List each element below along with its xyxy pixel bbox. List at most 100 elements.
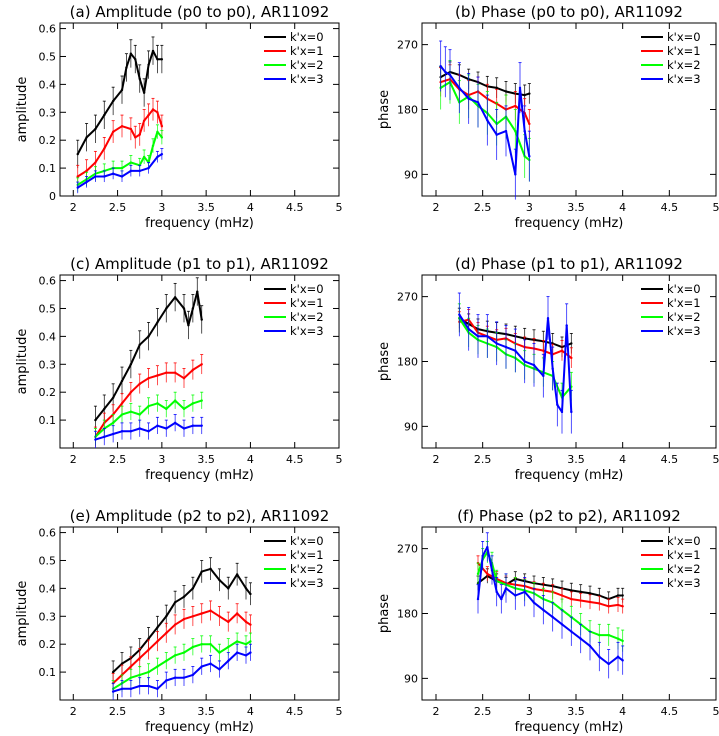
data-point-c-3-7 — [156, 424, 159, 427]
data-point-e-3-16 — [249, 651, 252, 654]
data-point-d-3-15 — [570, 410, 573, 414]
data-point-b-1-10 — [528, 122, 531, 126]
x-tick-label-c-5: 4.5 — [286, 453, 304, 466]
legend-label-d-2: k'x=2 — [667, 310, 701, 324]
data-point-b-3-0 — [439, 65, 442, 68]
data-point-c-3-1 — [103, 435, 106, 439]
legend-label-f-1: k'x=1 — [667, 548, 701, 562]
legend-label-b-3: k'x=3 — [667, 72, 701, 86]
data-point-a-0-6 — [125, 66, 128, 69]
x-tick-label-b-5: 4.5 — [661, 201, 679, 214]
data-point-b-3-1 — [444, 70, 447, 74]
data-point-f-3-4 — [495, 590, 498, 594]
data-point-b-3-2 — [448, 73, 452, 77]
x-tick-label-f-1: 2.5 — [474, 705, 492, 718]
legend-label-e-2: k'x=2 — [290, 562, 324, 576]
data-point-d-0-12 — [570, 342, 573, 345]
x-tick-label-c-3: 3.5 — [197, 453, 215, 466]
data-point-c-3-11 — [191, 424, 195, 427]
x-axis-label-c: frequency (mHz) — [145, 468, 254, 483]
x-tick-label-e-0: 2 — [70, 705, 77, 718]
x-axis-label-d: frequency (mHz) — [515, 468, 624, 483]
x-tick-label-c-6: 5 — [336, 453, 343, 466]
x-tick-label-d-5: 4.5 — [661, 453, 679, 466]
data-point-f-0-15 — [616, 594, 620, 597]
data-point-f-0-12 — [588, 592, 592, 595]
x-tick-label-f-5: 4.5 — [661, 705, 679, 718]
data-point-e-3-2 — [129, 687, 133, 691]
data-point-c-1-5 — [138, 382, 141, 386]
data-point-c-1-8 — [165, 371, 168, 374]
data-point-e-2-14 — [235, 640, 239, 643]
panel-title-f: (f) Phase (p2 to p2), AR11092 — [457, 507, 681, 525]
data-point-f-2-16 — [607, 633, 610, 637]
data-point-e-0-14 — [235, 573, 239, 576]
data-point-e-1-7 — [173, 623, 177, 626]
x-tick-label-d-0: 2 — [433, 453, 440, 466]
data-point-e-3-4 — [147, 684, 150, 688]
data-point-d-3-9 — [542, 374, 545, 378]
data-point-c-2-12 — [200, 399, 203, 402]
y-tick-label-f-0: 90 — [404, 672, 418, 685]
y-tick-label-b-2: 270 — [397, 39, 418, 52]
x-tick-label-f-4: 4 — [619, 705, 626, 718]
y-tick-label-a-0: 0 — [49, 190, 56, 203]
y-tick-label-a-4: 0.4 — [39, 78, 57, 91]
data-point-f-0-11 — [579, 590, 582, 594]
data-point-a-3-6 — [129, 169, 133, 173]
series-b-3 — [439, 40, 531, 200]
legend-a: k'x=0k'x=1k'x=2k'x=3 — [264, 30, 324, 86]
plot-frame-e — [59, 526, 340, 701]
data-point-e-1-16 — [249, 623, 252, 626]
x-tick-label-a-0: 2 — [70, 201, 77, 214]
data-point-f-3-3 — [490, 569, 494, 572]
data-point-a-2-11 — [156, 130, 159, 134]
data-point-d-3-0 — [458, 313, 461, 316]
data-point-b-0-6 — [495, 86, 498, 90]
data-point-c-1-12 — [200, 363, 203, 366]
data-point-c-2-2 — [111, 421, 115, 425]
x-tick-label-a-1: 2.5 — [109, 201, 127, 214]
data-point-a-2-12 — [160, 136, 164, 139]
data-point-e-3-5 — [156, 687, 159, 691]
data-point-e-3-3 — [138, 684, 141, 688]
data-point-f-1-15 — [616, 603, 620, 607]
data-point-a-0-5 — [120, 88, 124, 92]
data-point-a-1-7 — [134, 136, 137, 139]
data-point-a-1-2 — [94, 161, 97, 164]
series-a-3 — [76, 148, 164, 194]
data-point-a-0-0 — [76, 152, 79, 156]
data-point-e-0-0 — [111, 670, 115, 674]
series-f-1 — [476, 555, 625, 614]
data-point-a-0-14 — [160, 58, 164, 61]
data-point-a-0-13 — [156, 58, 159, 61]
data-point-b-0-10 — [528, 92, 531, 95]
data-point-f-3-11 — [551, 615, 554, 619]
data-point-c-1-3 — [120, 402, 124, 405]
data-point-a-0-10 — [142, 91, 146, 94]
data-point-e-3-9 — [191, 673, 195, 677]
series-line-d-3 — [458, 314, 573, 413]
data-point-f-0-10 — [570, 589, 573, 592]
data-point-f-1-11 — [579, 599, 582, 602]
data-point-d-3-2 — [476, 335, 480, 338]
y-tick-label-e-2: 0.3 — [39, 610, 57, 623]
legend-label-a-2: k'x=2 — [290, 58, 324, 72]
panel-title-b: (b) Phase (p0 to p0), AR11092 — [455, 3, 683, 21]
data-point-d-1-11 — [560, 349, 564, 352]
data-point-a-0-1 — [85, 136, 88, 139]
x-tick-label-f-0: 2 — [433, 705, 440, 718]
data-point-c-2-6 — [147, 404, 150, 408]
data-point-b-3-5 — [476, 101, 480, 104]
data-point-a-0-12 — [151, 49, 155, 53]
data-point-e-0-10 — [200, 570, 203, 573]
x-tick-label-e-2: 3 — [158, 705, 165, 718]
data-point-e-1-4 — [147, 648, 150, 651]
data-point-f-2-0 — [476, 572, 480, 576]
panel-b: (b) Phase (p0 to p0), AR11092 2 2.5 3 3.5 4 4.… — [377, 3, 719, 231]
legend-label-c-1: k'x=1 — [290, 296, 324, 310]
series-a-1 — [76, 97, 164, 188]
data-point-f-3-1 — [481, 554, 484, 558]
data-point-f-3-14 — [579, 637, 582, 640]
